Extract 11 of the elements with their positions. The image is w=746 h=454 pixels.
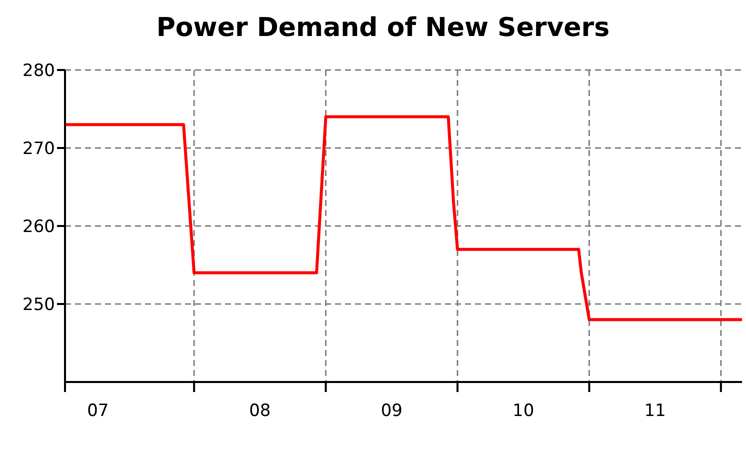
y-tick-label: 270 xyxy=(22,139,55,159)
x-tick-label: 10 xyxy=(512,401,534,421)
chart-title: Power Demand of New Servers xyxy=(156,13,610,43)
x-tick-label: 08 xyxy=(249,401,271,421)
y-tick-label: 280 xyxy=(22,61,55,81)
y-tick-label: 250 xyxy=(22,295,55,315)
line-series xyxy=(64,115,744,322)
y-tick-label: 260 xyxy=(22,217,55,237)
x-tick-label: 07 xyxy=(87,401,109,421)
x-tick-label: 09 xyxy=(380,401,402,421)
x-tick-label: 11 xyxy=(644,401,666,421)
